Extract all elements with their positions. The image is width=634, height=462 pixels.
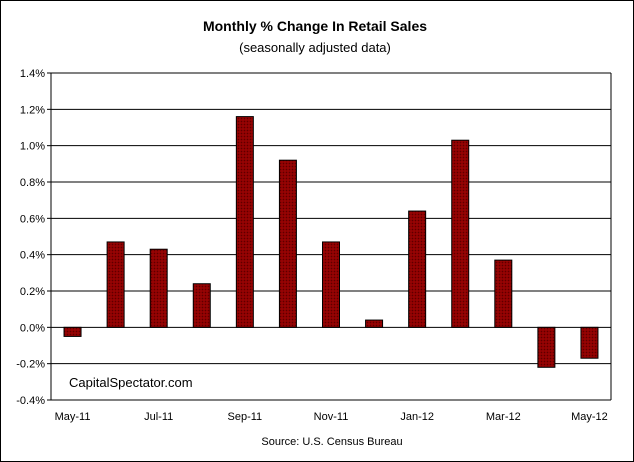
bar-dec-11 [365, 319, 384, 328]
gridlines [51, 72, 611, 365]
y-tick-label: 0.4% [20, 250, 45, 262]
bar-aug-11 [192, 283, 211, 328]
x-tick-label: Mar-12 [486, 411, 521, 423]
x-tick-label: Jul-11 [144, 411, 173, 423]
y-tick-label: -0.2% [16, 359, 45, 371]
chart-title: Monthly % Change In Retail Sales [203, 18, 427, 34]
source-note: Source: U.S. Census Bureau [261, 436, 402, 448]
bar-nov-11 [322, 241, 340, 328]
bar-mar-12 [494, 259, 513, 328]
y-tick-label: 0.8% [20, 177, 45, 189]
y-tick-label: 1.2% [20, 104, 45, 116]
bar-apr-12 [537, 326, 556, 368]
bar-feb-12 [451, 139, 470, 328]
bars [63, 116, 599, 368]
bar-jul-11 [149, 248, 168, 328]
bar-may-12 [580, 326, 599, 359]
bar-oct-11 [278, 159, 297, 328]
chart-subtitle: (seasonally adjusted data) [239, 40, 391, 55]
bar-may-11 [63, 326, 82, 337]
y-tick-label: -0.4% [16, 395, 45, 407]
y-tick-label: 0.6% [20, 213, 45, 225]
x-tick-label: May-12 [571, 411, 608, 423]
y-tick-label: 1.0% [20, 141, 45, 153]
y-tick-label: 0.0% [20, 322, 45, 334]
x-axis-ticks: May-11 Jul-11 Sep-11 Nov-11 Jan-12 Mar-12 May-… [55, 411, 608, 423]
bar-jun-11 [106, 241, 125, 328]
y-tick-label: 0.2% [20, 286, 45, 298]
axes [50, 73, 612, 401]
x-tick-label: Sep-11 [228, 411, 263, 423]
bar-sep-11 [235, 116, 254, 328]
y-tick-label: 1.4% [20, 68, 45, 80]
x-tick-label: Jan-12 [400, 411, 434, 423]
bar-jan-12 [408, 210, 427, 328]
y-axis-ticks: -0.4% -0.2% 0.0% 0.2% 0.4% 0.6% 0.8% 1.0% 1.2% 1.… [16, 68, 51, 407]
watermark-annotation: CapitalSpectator.com [69, 375, 193, 390]
x-tick-label: Nov-11 [314, 411, 349, 423]
x-tick-label: May-11 [55, 411, 91, 423]
